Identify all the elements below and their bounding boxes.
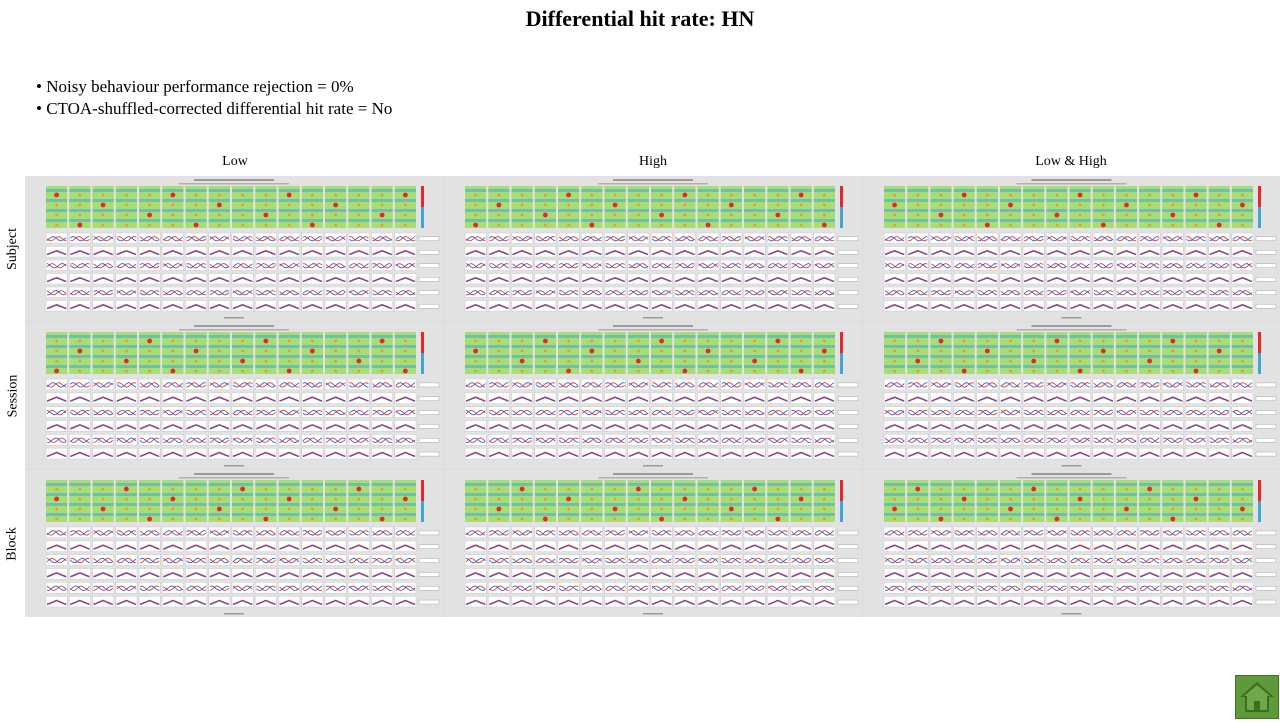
figure-panel-session-low — [25, 322, 443, 469]
figure-thumbnail — [883, 179, 1277, 319]
row-label-session: Session — [5, 374, 21, 418]
row-label-block: Block — [5, 526, 21, 561]
figure-thumbnail — [45, 179, 440, 319]
bullet-list: Noisy behaviour performance rejection = … — [36, 76, 392, 120]
figure-panel-session-low-high — [863, 322, 1280, 469]
bullet-correction: CTOA-shuffled-corrected differential hit… — [36, 98, 392, 120]
figure-panel-subject-high — [444, 176, 862, 321]
figure-panel-block-high — [444, 470, 862, 617]
figure-panel-block-low — [25, 470, 443, 617]
figure-thumbnail — [464, 325, 859, 467]
figure-panel-session-high — [444, 322, 862, 469]
slide-title: Differential hit rate: HN — [525, 6, 755, 31]
figure-thumbnail — [464, 473, 859, 615]
figure-panel-subject-low-high — [863, 176, 1280, 321]
figure-thumbnail — [883, 473, 1277, 615]
figure-thumbnail — [45, 325, 440, 467]
bullet-rejection: Noisy behaviour performance rejection = … — [36, 76, 392, 98]
column-label-low-high: Low & High — [1035, 154, 1107, 169]
figure-thumbnail — [45, 473, 440, 615]
figure-thumbnail — [464, 179, 859, 319]
figure-grid — [25, 176, 1280, 617]
home-icon — [1240, 682, 1274, 712]
home-button[interactable] — [1235, 675, 1279, 719]
figure-panel-subject-low — [25, 176, 443, 321]
row-label-subject: Subject — [5, 228, 20, 270]
column-label-high: High — [639, 154, 667, 169]
figure-thumbnail — [883, 325, 1277, 467]
column-label-low: Low — [222, 154, 248, 169]
figure-panel-block-low-high — [863, 470, 1280, 617]
